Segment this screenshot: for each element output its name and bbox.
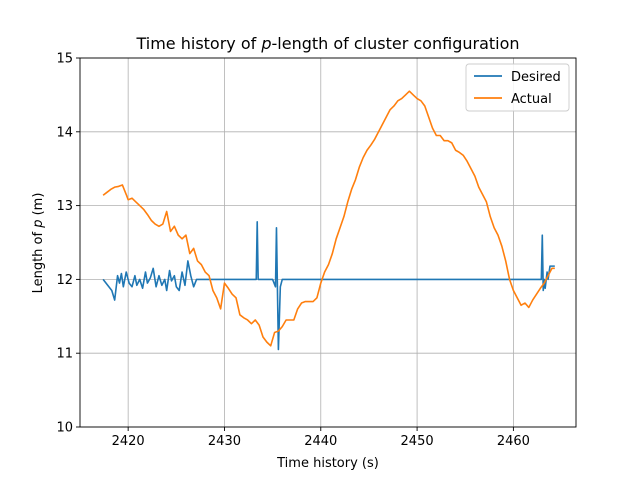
x-tick-label-2450: 2450 [401, 434, 434, 449]
x-tick-label-2430: 2430 [208, 434, 241, 449]
legend-label-actual: Actual [511, 92, 552, 107]
plot-area: 2420 2430 2440 2450 2460 10 11 12 13 14 15 Desired A… [56, 52, 577, 449]
y-tick-label-12: 12 [56, 273, 73, 288]
legend-label-desired: Desired [511, 70, 561, 85]
x-tick-label-2440: 2440 [304, 434, 337, 449]
chart-title: Time history of p-length of cluster conf… [135, 34, 519, 53]
x-axis-label: Time history (s) [276, 456, 379, 471]
x-tick-label-2420: 2420 [112, 434, 145, 449]
y-tick-label-15: 15 [56, 52, 73, 67]
y-tick-label-13: 13 [56, 199, 73, 214]
y-tick-label-14: 14 [56, 125, 73, 140]
series-line-desired [102, 221, 555, 351]
x-tick-label-2460: 2460 [497, 434, 530, 449]
series-line-actual [102, 90, 555, 347]
y-tick-label-11: 11 [56, 347, 73, 362]
y-tick-label-10: 10 [56, 421, 73, 436]
axes-frame [79, 57, 577, 428]
y-axis-label: Length of p (m) [31, 193, 46, 294]
